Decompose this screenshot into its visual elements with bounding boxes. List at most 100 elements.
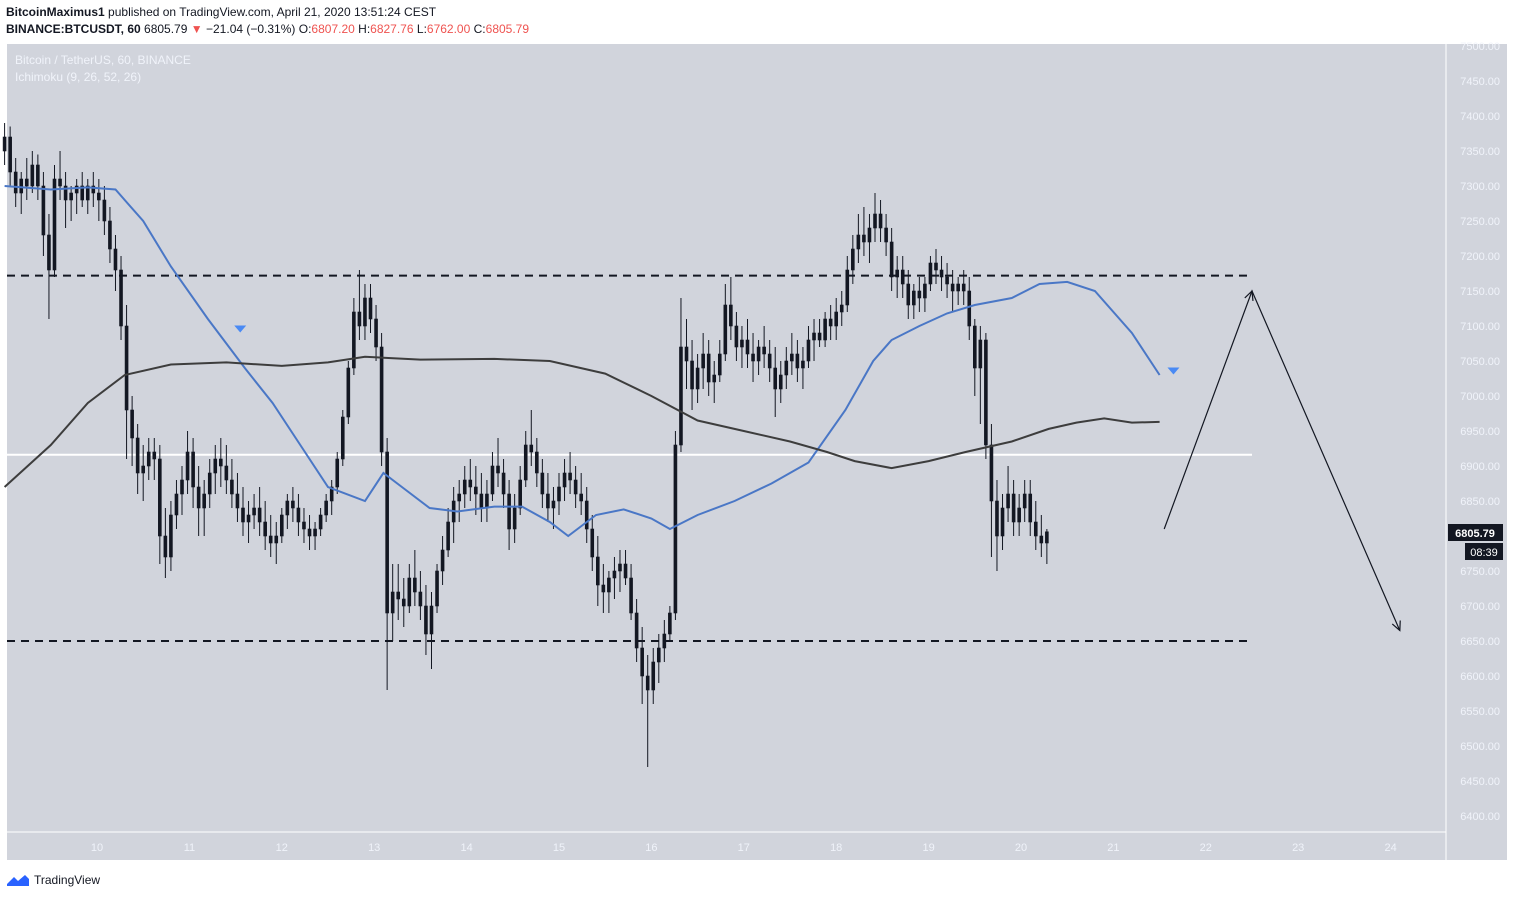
candle-body (407, 577, 412, 607)
candle-56 (313, 522, 317, 550)
conversion-line (4, 185, 1161, 538)
candle-body (474, 486, 478, 495)
candle-105 (584, 487, 589, 543)
candle-body (634, 612, 639, 649)
candle-body (285, 500, 290, 516)
candle-body (446, 521, 450, 551)
candle-4 (24, 158, 29, 200)
last-price: 6805.79 (144, 22, 188, 36)
candle-body (479, 493, 484, 509)
price-tick-label: 6750.00 (1460, 566, 1500, 578)
candle-73 (407, 564, 412, 613)
candle-body (1045, 531, 1049, 544)
price-axis-ticks: 7500.00 7450.00 7400.00 7350.00 7300.00 7250.… (1460, 41, 1500, 823)
candle-body (612, 570, 617, 579)
candle-1 (8, 126, 12, 186)
candle-59 (329, 480, 334, 515)
candle-94 (523, 431, 528, 487)
candle-body (762, 346, 766, 355)
tradingview-logo-icon (7, 875, 29, 886)
candle-body (668, 612, 672, 635)
candle-8 (47, 214, 51, 319)
candle-body (618, 563, 622, 572)
candle-61 (340, 410, 345, 466)
candle-188 (1045, 529, 1049, 564)
candle-body (734, 325, 739, 348)
candle-body (823, 318, 827, 341)
candle-5 (30, 151, 35, 193)
candle-body (496, 465, 500, 474)
candle-body (767, 353, 772, 369)
candle-body (723, 304, 728, 355)
candle-body (673, 444, 678, 614)
candle-body (163, 535, 168, 558)
candle-69 (385, 438, 389, 690)
candle-126 (701, 333, 705, 389)
candle-body (900, 269, 905, 285)
candle-11 (63, 172, 68, 228)
footer-brand[interactable]: TradingView (6, 872, 100, 888)
candle-body (235, 493, 240, 509)
candle-179 (995, 480, 999, 571)
candle-body (629, 577, 633, 614)
candle-body (790, 353, 794, 362)
time-tick-label: 14 (460, 842, 472, 854)
candle-body (950, 283, 955, 292)
candle-body (329, 486, 334, 502)
candle-145 (806, 326, 811, 368)
candle-body (97, 192, 101, 201)
candle-66 (368, 284, 373, 333)
candle-body (396, 591, 401, 600)
candle-body (978, 339, 983, 369)
time-tick-label: 12 (276, 842, 288, 854)
candle-body (346, 367, 351, 418)
candle-body (695, 367, 700, 390)
candle-77 (429, 592, 434, 669)
candle-body (501, 472, 506, 495)
candle-body (357, 311, 362, 327)
candle-body (889, 241, 894, 278)
candle-185 (1028, 480, 1033, 536)
candle-body (257, 507, 262, 523)
candle-115 (640, 627, 644, 704)
candle-144 (801, 347, 805, 389)
candle-74 (413, 550, 417, 606)
candle-31 (174, 480, 179, 529)
candle-body (535, 451, 539, 474)
candle-130 (723, 284, 728, 361)
candle-97 (540, 459, 545, 508)
candle-body (324, 500, 328, 516)
candle-158 (878, 200, 883, 242)
candle-body (817, 332, 822, 341)
author-name[interactable]: BitcoinMaximus1 (6, 5, 105, 19)
candle-body (651, 661, 656, 691)
candle-body (413, 577, 417, 593)
candle-body (795, 353, 800, 369)
candle-body (1011, 493, 1016, 523)
candle-85 (474, 466, 478, 515)
candle-129 (717, 340, 722, 382)
candle-body (457, 493, 462, 502)
candle-79 (440, 536, 445, 585)
candle-78 (435, 564, 439, 613)
candle-body (512, 507, 517, 530)
candle-body (873, 213, 877, 229)
candle-body (895, 269, 899, 278)
candle-body (1033, 521, 1038, 537)
price-tick-label: 6850.00 (1460, 496, 1500, 508)
candle-90 (501, 459, 506, 508)
candle-88 (490, 452, 495, 501)
candle-55 (307, 515, 312, 550)
candle-body (302, 521, 306, 530)
candle-body (313, 528, 317, 537)
candle-body (967, 290, 972, 327)
candle-body (363, 297, 367, 327)
candle-body (690, 360, 694, 390)
candle-146 (812, 319, 816, 361)
time-axis-ticks: 10 11 12 13 14 15 16 17 18 19 20 21 22 23 24 (91, 842, 1397, 854)
candle-body (989, 444, 994, 502)
candle-body (63, 185, 68, 201)
low-label: L: (416, 22, 427, 36)
candle-body (80, 185, 85, 201)
